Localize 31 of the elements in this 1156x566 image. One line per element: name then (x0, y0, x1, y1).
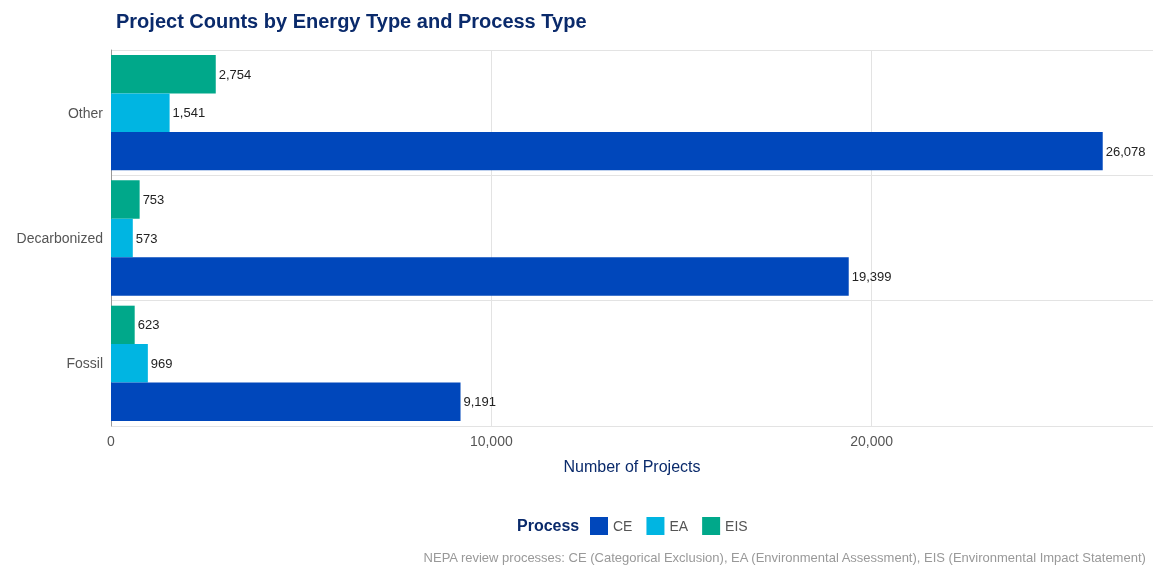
bar (111, 55, 216, 94)
text: NEPA review processes: CE (Categorical Exclusion), EA (Environmental Assessment), EIS (Environmental Impact Statement) (423, 550, 1146, 565)
data-label: 573 (135, 230, 158, 246)
bar (111, 344, 148, 383)
bar (111, 93, 170, 132)
data-label: 26,078 (1105, 143, 1146, 159)
bar (111, 131, 1103, 171)
x-tick-label: 0 (107, 433, 116, 449)
data-label: 9,191 (463, 394, 497, 410)
data-label: 1,541 (172, 105, 206, 121)
y-tick-label: Other (67, 104, 104, 121)
x-tick-label: 10,000 (469, 433, 513, 449)
data-label: 19,399 (851, 268, 892, 284)
y-tick-label: Fossil (66, 355, 103, 372)
bar (111, 257, 849, 296)
data-label: 969 (150, 355, 173, 371)
bar (111, 180, 140, 219)
x-axis-title: Number of Projects (563, 457, 701, 475)
data-label: 623 (137, 317, 160, 333)
bar (111, 382, 461, 421)
data-label: 2,754 (218, 66, 252, 82)
legend-title: Process (517, 516, 580, 534)
legend-label: EA (669, 518, 689, 534)
data-label: 753 (142, 192, 165, 208)
legend-label: EIS (725, 518, 748, 534)
bar (111, 218, 133, 258)
bar (111, 305, 135, 345)
chart-title: Project Counts by Energy Type and Process Type (116, 10, 587, 32)
legend-label: CE (613, 518, 633, 534)
y-tick-label: Decarbonized (16, 230, 103, 246)
x-tick-label: 20,000 (850, 433, 894, 449)
